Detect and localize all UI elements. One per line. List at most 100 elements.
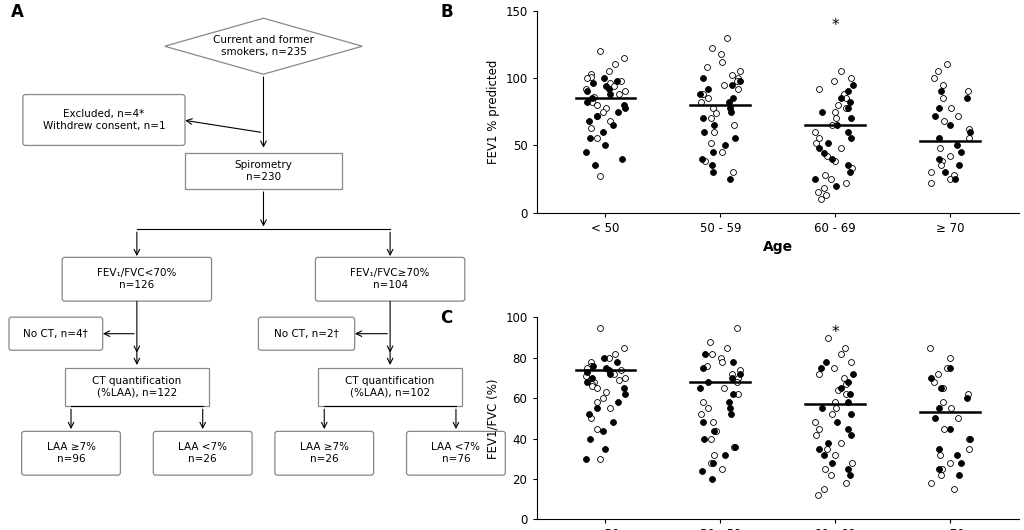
Point — [595, 354, 611, 362]
Point — [935, 81, 951, 89]
Point — [592, 455, 608, 463]
Point — [843, 358, 859, 366]
Point — [962, 125, 978, 133]
Point — [931, 404, 947, 412]
Point — [962, 435, 978, 443]
Text: LAA <7%
n=76: LAA <7% n=76 — [431, 443, 480, 464]
Point — [827, 181, 844, 190]
Point — [934, 465, 950, 473]
Point — [811, 370, 827, 378]
Point — [723, 374, 739, 382]
Point — [601, 84, 617, 93]
Point — [930, 67, 946, 75]
Point — [725, 94, 741, 102]
Point — [813, 364, 829, 372]
Point — [932, 144, 948, 152]
Point — [616, 87, 633, 95]
Text: FEV₁/FVC<70%
n=126: FEV₁/FVC<70% n=126 — [97, 269, 176, 290]
Point — [584, 374, 600, 382]
Point — [722, 404, 738, 412]
Point — [931, 154, 947, 163]
Point — [583, 72, 599, 81]
Point — [934, 157, 950, 165]
Point — [592, 47, 608, 55]
Point — [952, 458, 969, 467]
Point — [932, 450, 948, 459]
Point — [819, 445, 836, 453]
Point — [589, 425, 605, 433]
Point — [816, 485, 833, 493]
Point — [707, 121, 723, 129]
Point — [730, 374, 746, 382]
Point — [583, 123, 599, 132]
Point — [713, 49, 729, 58]
Point — [827, 157, 844, 165]
Point — [931, 134, 947, 143]
Point — [946, 171, 963, 179]
Point — [935, 384, 951, 392]
Point — [837, 343, 853, 352]
Point — [924, 374, 940, 382]
Point — [833, 438, 849, 447]
Point — [705, 168, 721, 176]
Point — [605, 121, 622, 129]
Point — [602, 90, 618, 98]
Point — [941, 121, 957, 129]
Point — [584, 94, 600, 102]
Point — [930, 370, 946, 378]
Point — [725, 390, 741, 399]
FancyBboxPatch shape — [258, 317, 354, 350]
Point — [584, 95, 600, 104]
Point — [958, 94, 975, 102]
Text: B: B — [440, 3, 453, 21]
Point — [844, 458, 860, 467]
Point — [933, 161, 949, 170]
Text: *: * — [831, 17, 839, 33]
Point — [714, 465, 730, 473]
X-axis label: Age: Age — [763, 240, 793, 254]
Point — [840, 378, 856, 386]
Point — [714, 358, 730, 366]
Point — [729, 390, 745, 399]
Point — [699, 404, 716, 412]
Point — [726, 121, 742, 129]
Point — [612, 76, 629, 85]
Point — [824, 154, 841, 163]
Point — [578, 84, 594, 93]
Text: CT quantification
(%LAA), n=122: CT quantification (%LAA), n=122 — [92, 376, 181, 398]
Point — [840, 398, 856, 407]
Point — [723, 81, 739, 89]
Point — [707, 426, 723, 435]
Point — [694, 467, 711, 475]
Point — [616, 103, 633, 112]
Point — [942, 364, 958, 372]
Point — [602, 404, 618, 412]
Point — [818, 191, 835, 199]
Point — [723, 107, 739, 116]
Point — [961, 445, 977, 453]
Point — [731, 67, 748, 75]
Point — [941, 425, 957, 433]
Point — [833, 384, 849, 392]
Point — [589, 134, 605, 143]
Point — [828, 418, 845, 427]
Point — [829, 101, 846, 109]
Point — [946, 485, 963, 493]
Point — [581, 117, 597, 125]
Point — [585, 79, 601, 87]
Point — [713, 354, 729, 362]
Text: FEV₁/FVC≥70%
n=104: FEV₁/FVC≥70% n=104 — [350, 269, 430, 290]
Point — [586, 93, 602, 101]
Point — [961, 87, 977, 95]
Point — [838, 179, 854, 187]
Point — [615, 384, 632, 392]
Point — [844, 430, 860, 439]
Point — [583, 414, 599, 423]
Point — [725, 358, 741, 366]
Point — [947, 174, 964, 183]
Point — [578, 455, 594, 463]
Point — [578, 148, 594, 156]
Point — [614, 154, 631, 163]
Point — [609, 358, 626, 366]
Point — [582, 134, 598, 143]
